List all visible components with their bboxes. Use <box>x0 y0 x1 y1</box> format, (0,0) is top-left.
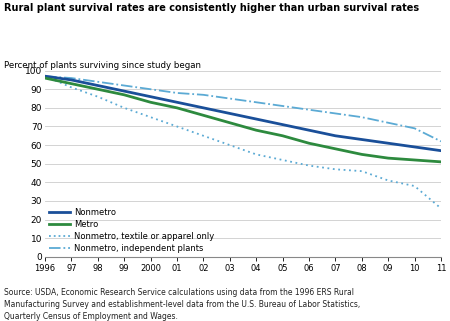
Text: Percent of plants surviving since study began: Percent of plants surviving since study … <box>4 61 202 70</box>
Text: Rural plant survival rates are consistently higher than urban survival rates: Rural plant survival rates are consisten… <box>4 3 419 13</box>
Legend: Nonmetro, Metro, Nonmetro, textile or apparel only, Nonmetro, independent plants: Nonmetro, Metro, Nonmetro, textile or ap… <box>49 208 214 253</box>
Text: Source: USDA, Economic Research Service calculations using data from the 1996 ER: Source: USDA, Economic Research Service … <box>4 288 361 321</box>
